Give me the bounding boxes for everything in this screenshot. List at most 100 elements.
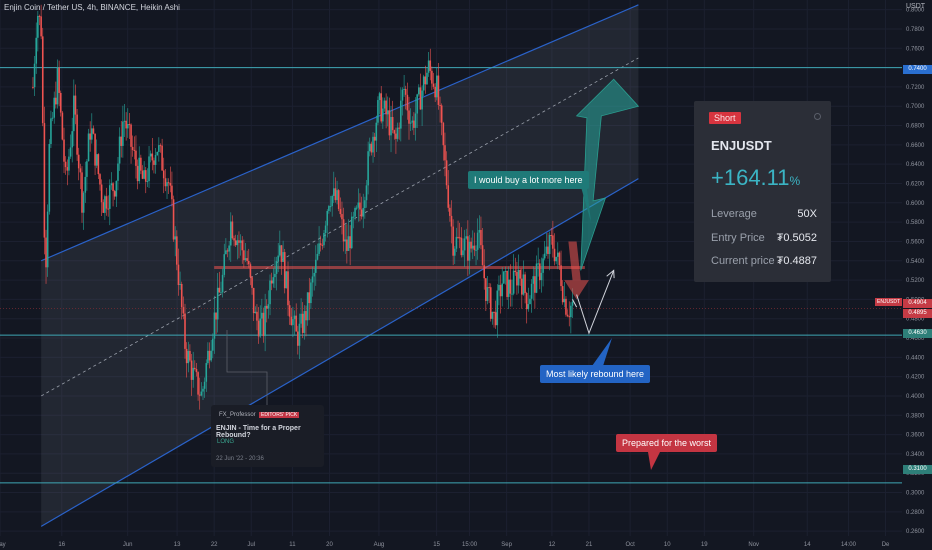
level-label-bottom: 0.3100 xyxy=(903,465,932,474)
candle-body-294 xyxy=(512,270,515,294)
candle-body-135 xyxy=(252,287,255,314)
projection-arrowhead-icon xyxy=(606,269,615,279)
level-label-top: 0.7400 xyxy=(903,65,932,74)
candle-body-314 xyxy=(545,246,548,254)
candle-body-279 xyxy=(488,287,490,289)
candle-body-43 xyxy=(102,202,105,213)
candle-body-247 xyxy=(435,75,438,98)
candle-body-302 xyxy=(525,292,528,310)
candle-body-321 xyxy=(556,252,559,257)
idea-date: 22 Jun '22 - 20:36 xyxy=(216,456,264,462)
candle-body-216 xyxy=(385,100,387,115)
candle-body-227 xyxy=(403,88,405,90)
candle-body-237 xyxy=(419,87,422,110)
candle-body-51 xyxy=(115,180,118,197)
candle-body-112 xyxy=(215,312,217,320)
candle-body-172 xyxy=(313,272,315,277)
candle-body-312 xyxy=(542,258,544,273)
candle-body-19 xyxy=(63,139,65,162)
candle-body-23 xyxy=(69,147,72,157)
candle-body-147 xyxy=(272,277,275,284)
candle-body-287 xyxy=(501,283,503,297)
y-tick-label-7: 0.6600 xyxy=(906,143,925,149)
candle-body-209 xyxy=(373,136,376,141)
candle-body-6 xyxy=(41,36,44,124)
candle-body-304 xyxy=(529,298,531,305)
candle-body-197 xyxy=(354,208,356,217)
candle-body-179 xyxy=(324,225,327,233)
candle-body-105 xyxy=(203,381,206,389)
candle-body-133 xyxy=(249,264,252,278)
candle-body-173 xyxy=(315,259,317,273)
candle-body-97 xyxy=(190,360,193,380)
current-label: Current price xyxy=(711,255,775,267)
candle-body-7 xyxy=(43,123,46,238)
pnl-value: +164.11% xyxy=(711,165,800,191)
candle-body-32 xyxy=(84,176,87,193)
candle-body-160 xyxy=(293,315,296,320)
candle-body-243 xyxy=(429,60,432,71)
candle-body-320 xyxy=(555,256,557,262)
candle-body-327 xyxy=(566,314,569,317)
pnl-number: +164.11 xyxy=(711,165,790,190)
candle-body-18 xyxy=(61,112,64,140)
candle-body-111 xyxy=(213,312,216,339)
x-tick-label-4: 22 xyxy=(211,542,218,548)
candle-body-36 xyxy=(91,128,93,140)
candle-body-250 xyxy=(440,105,443,123)
candle-body-73 xyxy=(151,153,154,161)
candle-body-163 xyxy=(298,323,301,346)
candle-body-118 xyxy=(225,250,227,255)
candle-body-272 xyxy=(476,232,479,250)
candle-body-306 xyxy=(532,276,535,284)
candle-body-273 xyxy=(478,229,481,233)
y-tick-label-1: 0.7800 xyxy=(906,27,925,33)
candle-body-218 xyxy=(388,110,391,136)
candle-body-187 xyxy=(337,190,340,209)
candle-body-256 xyxy=(450,215,453,227)
candle-body-170 xyxy=(310,282,312,304)
candle-body-49 xyxy=(112,183,114,192)
idea-card[interactable]: FX_Professor EDITORS' PICK ENJIN - Time … xyxy=(211,405,324,467)
candle-body-4 xyxy=(38,15,41,17)
candle-body-159 xyxy=(292,319,294,326)
price-axis-bg xyxy=(902,0,932,550)
y-tick-label-12: 0.5600 xyxy=(906,239,925,245)
candle-body-79 xyxy=(161,145,163,171)
candle-body-41 xyxy=(99,174,101,185)
callout-buy-more-pointer xyxy=(579,180,591,222)
x-tick-label-13: 21 xyxy=(586,542,593,548)
x-tick-label-12: 12 xyxy=(549,542,556,548)
candle-body-203 xyxy=(364,200,366,208)
candle-body-146 xyxy=(270,280,273,284)
callout-worst: Prepared for the worst xyxy=(616,434,718,452)
candle-body-72 xyxy=(149,153,152,157)
candle-body-228 xyxy=(404,88,407,95)
y-tick-label-13: 0.5400 xyxy=(906,259,925,265)
candle-body-132 xyxy=(247,260,250,265)
candle-body-298 xyxy=(519,269,521,279)
candle-body-319 xyxy=(553,248,556,262)
leverage-value: 50X xyxy=(797,208,817,220)
candle-body-303 xyxy=(527,304,530,310)
candle-body-121 xyxy=(229,221,232,246)
y-tick-label-20: 0.4000 xyxy=(906,394,925,400)
candle-body-230 xyxy=(408,110,410,124)
candle-body-28 xyxy=(77,154,80,169)
candle-body-240 xyxy=(424,76,427,85)
candle-body-175 xyxy=(318,243,320,254)
candle-body-94 xyxy=(185,348,188,364)
candle-body-89 xyxy=(177,264,180,285)
candle-body-282 xyxy=(493,311,495,313)
current-price-sub: 0.4895 xyxy=(903,309,932,318)
candle-body-296 xyxy=(516,272,518,286)
candle-body-125 xyxy=(236,240,239,246)
trade-card: Short ENJUSDT +164.11% Leverage 50X Entry… xyxy=(694,101,831,282)
candle-body-13 xyxy=(53,97,56,118)
candle-body-65 xyxy=(138,157,141,182)
candle-body-286 xyxy=(499,284,502,297)
candle-body-324 xyxy=(561,286,564,303)
candle-body-313 xyxy=(543,253,546,259)
y-tick-label-26: 0.2800 xyxy=(906,510,925,516)
y-tick-label-22: 0.3600 xyxy=(906,433,925,439)
